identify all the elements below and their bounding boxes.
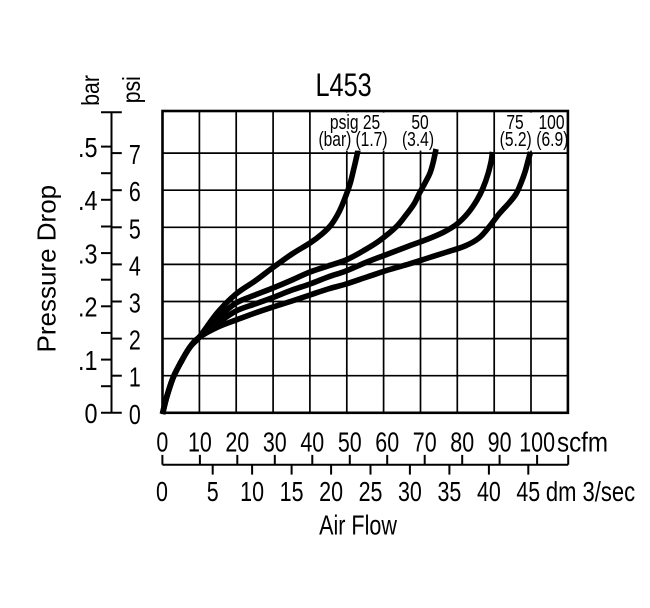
svg-text:50: 50 <box>338 428 362 458</box>
svg-text:80: 80 <box>450 428 474 458</box>
svg-text:4: 4 <box>129 252 141 282</box>
svg-text:2: 2 <box>129 326 141 356</box>
svg-text:30: 30 <box>263 428 287 458</box>
svg-text:0: 0 <box>84 399 97 429</box>
svg-text:0: 0 <box>156 428 168 458</box>
svg-text:35: 35 <box>437 478 461 508</box>
svg-text:0: 0 <box>129 400 141 430</box>
svg-text:10: 10 <box>240 478 264 508</box>
svg-text:.4: .4 <box>78 186 97 216</box>
svg-text:15: 15 <box>280 478 304 508</box>
svg-text:.3: .3 <box>78 240 97 270</box>
svg-text:1: 1 <box>129 363 141 393</box>
svg-text:100: 100 <box>538 111 564 133</box>
svg-text:(3.4): (3.4) <box>402 128 434 150</box>
svg-text:(1.7): (1.7) <box>355 128 387 150</box>
svg-text:scfm: scfm <box>557 428 608 458</box>
svg-text:5: 5 <box>129 215 141 245</box>
svg-text:50: 50 <box>411 111 428 133</box>
svg-text:20: 20 <box>225 428 249 458</box>
svg-text:(6.9): (6.9) <box>536 128 568 150</box>
svg-text:Pressure Drop: Pressure Drop <box>32 185 62 353</box>
svg-text:90: 90 <box>488 428 512 458</box>
svg-text:.5: .5 <box>78 133 97 163</box>
svg-text:70: 70 <box>413 428 437 458</box>
svg-text:Air Flow: Air Flow <box>319 510 398 541</box>
svg-text:6: 6 <box>129 178 141 208</box>
svg-text:(5.2): (5.2) <box>500 128 532 150</box>
svg-text:dm 3/sec: dm 3/sec <box>546 477 635 508</box>
svg-text:40: 40 <box>300 428 324 458</box>
svg-text:psi: psi <box>117 76 145 103</box>
svg-text:25: 25 <box>359 478 383 508</box>
svg-text:45: 45 <box>516 478 540 508</box>
svg-text:75: 75 <box>506 111 523 133</box>
svg-text:20: 20 <box>319 478 343 508</box>
svg-text:25: 25 <box>363 111 380 133</box>
svg-text:.1: .1 <box>78 346 97 376</box>
svg-text:psig: psig <box>330 111 359 133</box>
svg-text:(bar): (bar) <box>318 128 351 150</box>
svg-text:.2: .2 <box>78 293 97 323</box>
svg-text:60: 60 <box>375 428 399 458</box>
svg-text:bar: bar <box>76 75 104 106</box>
svg-text:30: 30 <box>398 478 422 508</box>
svg-text:7: 7 <box>129 141 141 171</box>
svg-text:10: 10 <box>188 428 212 458</box>
svg-text:3: 3 <box>129 289 141 319</box>
svg-text:40: 40 <box>477 478 501 508</box>
svg-text:5: 5 <box>207 478 219 508</box>
svg-text:L453: L453 <box>315 68 371 104</box>
svg-text:100: 100 <box>519 428 555 458</box>
svg-text:0: 0 <box>156 478 168 508</box>
